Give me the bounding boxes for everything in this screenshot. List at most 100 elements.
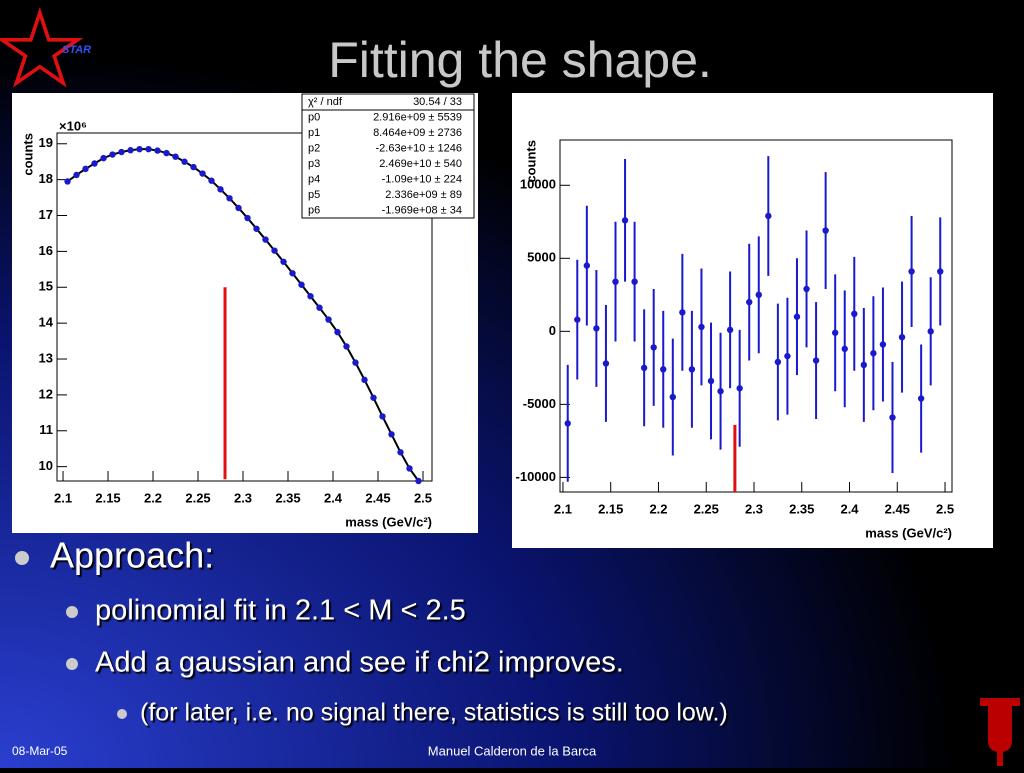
x-tick-label: 2.15 bbox=[95, 490, 120, 505]
stat-name: p5 bbox=[308, 189, 320, 201]
x-tick-label: 2.3 bbox=[234, 490, 252, 505]
data-point bbox=[746, 298, 753, 306]
data-point bbox=[774, 358, 782, 366]
stat-name: p1 bbox=[308, 127, 320, 139]
data-point bbox=[145, 145, 152, 153]
data-point bbox=[803, 285, 810, 293]
data-point bbox=[574, 316, 581, 323]
data-point bbox=[669, 393, 677, 401]
data-point bbox=[640, 364, 648, 372]
x-tick-label: 2.5 bbox=[414, 490, 432, 505]
data-point bbox=[109, 151, 116, 158]
y-tick-label: 12 bbox=[39, 386, 53, 401]
data-point bbox=[244, 214, 251, 222]
stat-value: 2.336e+09 ± 89 bbox=[385, 189, 462, 201]
plot-frame bbox=[559, 139, 953, 493]
x-tick-label: 2.45 bbox=[365, 490, 390, 505]
data-point bbox=[679, 309, 686, 316]
y-tick-label: 15 bbox=[39, 279, 53, 294]
bullet-text: Add a gaussian and see if chi2 improves. bbox=[95, 647, 624, 679]
data-point bbox=[707, 377, 715, 385]
stat-value: -1.09e+10 ± 224 bbox=[382, 173, 462, 185]
stat-value: 2.916e+09 ± 5539 bbox=[373, 111, 462, 123]
data-point bbox=[100, 154, 107, 162]
data-point bbox=[812, 357, 820, 364]
data-point bbox=[334, 328, 341, 336]
data-point bbox=[406, 465, 413, 472]
y-tick-label: 19 bbox=[39, 135, 53, 150]
footer-date: 08-Mar-05 bbox=[12, 744, 68, 758]
data-point bbox=[765, 212, 772, 220]
data-point bbox=[889, 414, 896, 421]
data-point bbox=[388, 431, 395, 438]
data-point bbox=[235, 204, 242, 212]
x-tick-label: 2.2 bbox=[649, 501, 667, 516]
data-point bbox=[660, 366, 667, 373]
data-point bbox=[217, 186, 224, 193]
data-point bbox=[860, 361, 868, 369]
y-tick-label: 13 bbox=[39, 350, 53, 365]
data-point bbox=[172, 153, 179, 160]
stat-name: p3 bbox=[308, 158, 320, 170]
stat-value: -2.63e+10 ± 1246 bbox=[376, 142, 462, 154]
bullet-text: Approach: bbox=[50, 535, 214, 576]
stat-name: p2 bbox=[308, 142, 320, 154]
data-point bbox=[650, 344, 657, 351]
x-axis-label: mass (GeV/c²) bbox=[865, 525, 952, 540]
bullet-text: polinomial fit in 2.1 < M < 2.5 bbox=[95, 595, 466, 627]
stats-box bbox=[301, 93, 475, 219]
bullet-dot bbox=[15, 551, 29, 565]
stat-value: 2.469e+10 ± 540 bbox=[379, 158, 462, 170]
data-point bbox=[190, 163, 197, 171]
y-tick-label: 5000 bbox=[527, 250, 556, 265]
data-point bbox=[831, 329, 839, 336]
data-point bbox=[289, 270, 296, 277]
slide-title: Fitting the shape. bbox=[328, 32, 712, 88]
data-point bbox=[136, 145, 143, 153]
data-point bbox=[621, 217, 629, 224]
data-point bbox=[370, 394, 377, 401]
x-tick-label: 2.4 bbox=[840, 501, 859, 516]
data-point bbox=[415, 477, 422, 485]
data-point bbox=[717, 388, 724, 395]
bullet-dot bbox=[66, 658, 78, 670]
stat-name: χ² / ndf bbox=[308, 96, 343, 108]
data-point bbox=[118, 148, 125, 156]
x-tick-label: 2.2 bbox=[144, 490, 162, 505]
data-point bbox=[908, 268, 915, 275]
iu-logo bbox=[980, 698, 1020, 766]
data-point bbox=[927, 328, 934, 335]
data-point bbox=[325, 316, 332, 323]
y-tick-label: 0 bbox=[549, 323, 556, 338]
star-logo bbox=[0, 7, 84, 88]
data-point bbox=[917, 395, 925, 402]
x-tick-label: 2.15 bbox=[598, 501, 623, 516]
x-tick-label: 2.45 bbox=[885, 501, 910, 516]
data-point bbox=[583, 262, 591, 269]
data-point bbox=[163, 149, 170, 157]
x-tick-label: 2.4 bbox=[324, 490, 343, 505]
data-point bbox=[73, 171, 80, 179]
x-tick-label: 2.1 bbox=[54, 490, 72, 505]
x-tick-label: 2.25 bbox=[694, 501, 719, 516]
footer-author: Manuel Calderon de la Barca bbox=[428, 743, 597, 758]
x-tick-label: 2.35 bbox=[789, 501, 814, 516]
y-tick-label: 10000 bbox=[520, 177, 556, 192]
data-point bbox=[688, 366, 696, 373]
x-tick-label: 2.3 bbox=[745, 501, 763, 516]
data-point bbox=[631, 278, 638, 285]
data-point bbox=[793, 313, 801, 320]
y-tick-label: 10 bbox=[39, 458, 53, 473]
data-point bbox=[307, 293, 314, 300]
stat-name: p6 bbox=[308, 204, 320, 216]
data-point bbox=[755, 291, 762, 299]
y-tick-label: 18 bbox=[39, 171, 53, 186]
x-tick-label: 2.5 bbox=[936, 501, 954, 516]
data-point bbox=[612, 278, 619, 285]
data-point bbox=[879, 341, 887, 348]
data-point bbox=[397, 449, 404, 456]
data-point bbox=[208, 177, 215, 184]
fit-line bbox=[66, 148, 420, 482]
x-axis-label: mass (GeV/c²) bbox=[345, 514, 432, 529]
data-point bbox=[698, 323, 705, 331]
